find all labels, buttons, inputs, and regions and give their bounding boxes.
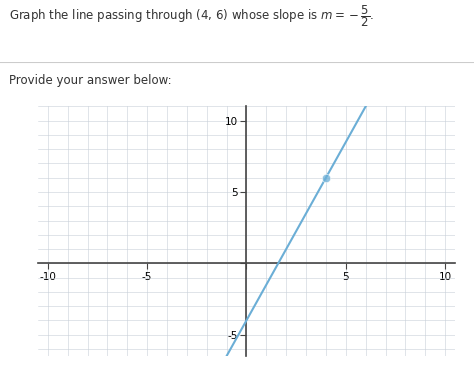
Text: Graph the line passing through (4, 6) whose slope is $m = -\dfrac{5}{2}$.: Graph the line passing through (4, 6) wh… — [9, 3, 375, 29]
Text: Provide your answer below:: Provide your answer below: — [9, 74, 172, 87]
